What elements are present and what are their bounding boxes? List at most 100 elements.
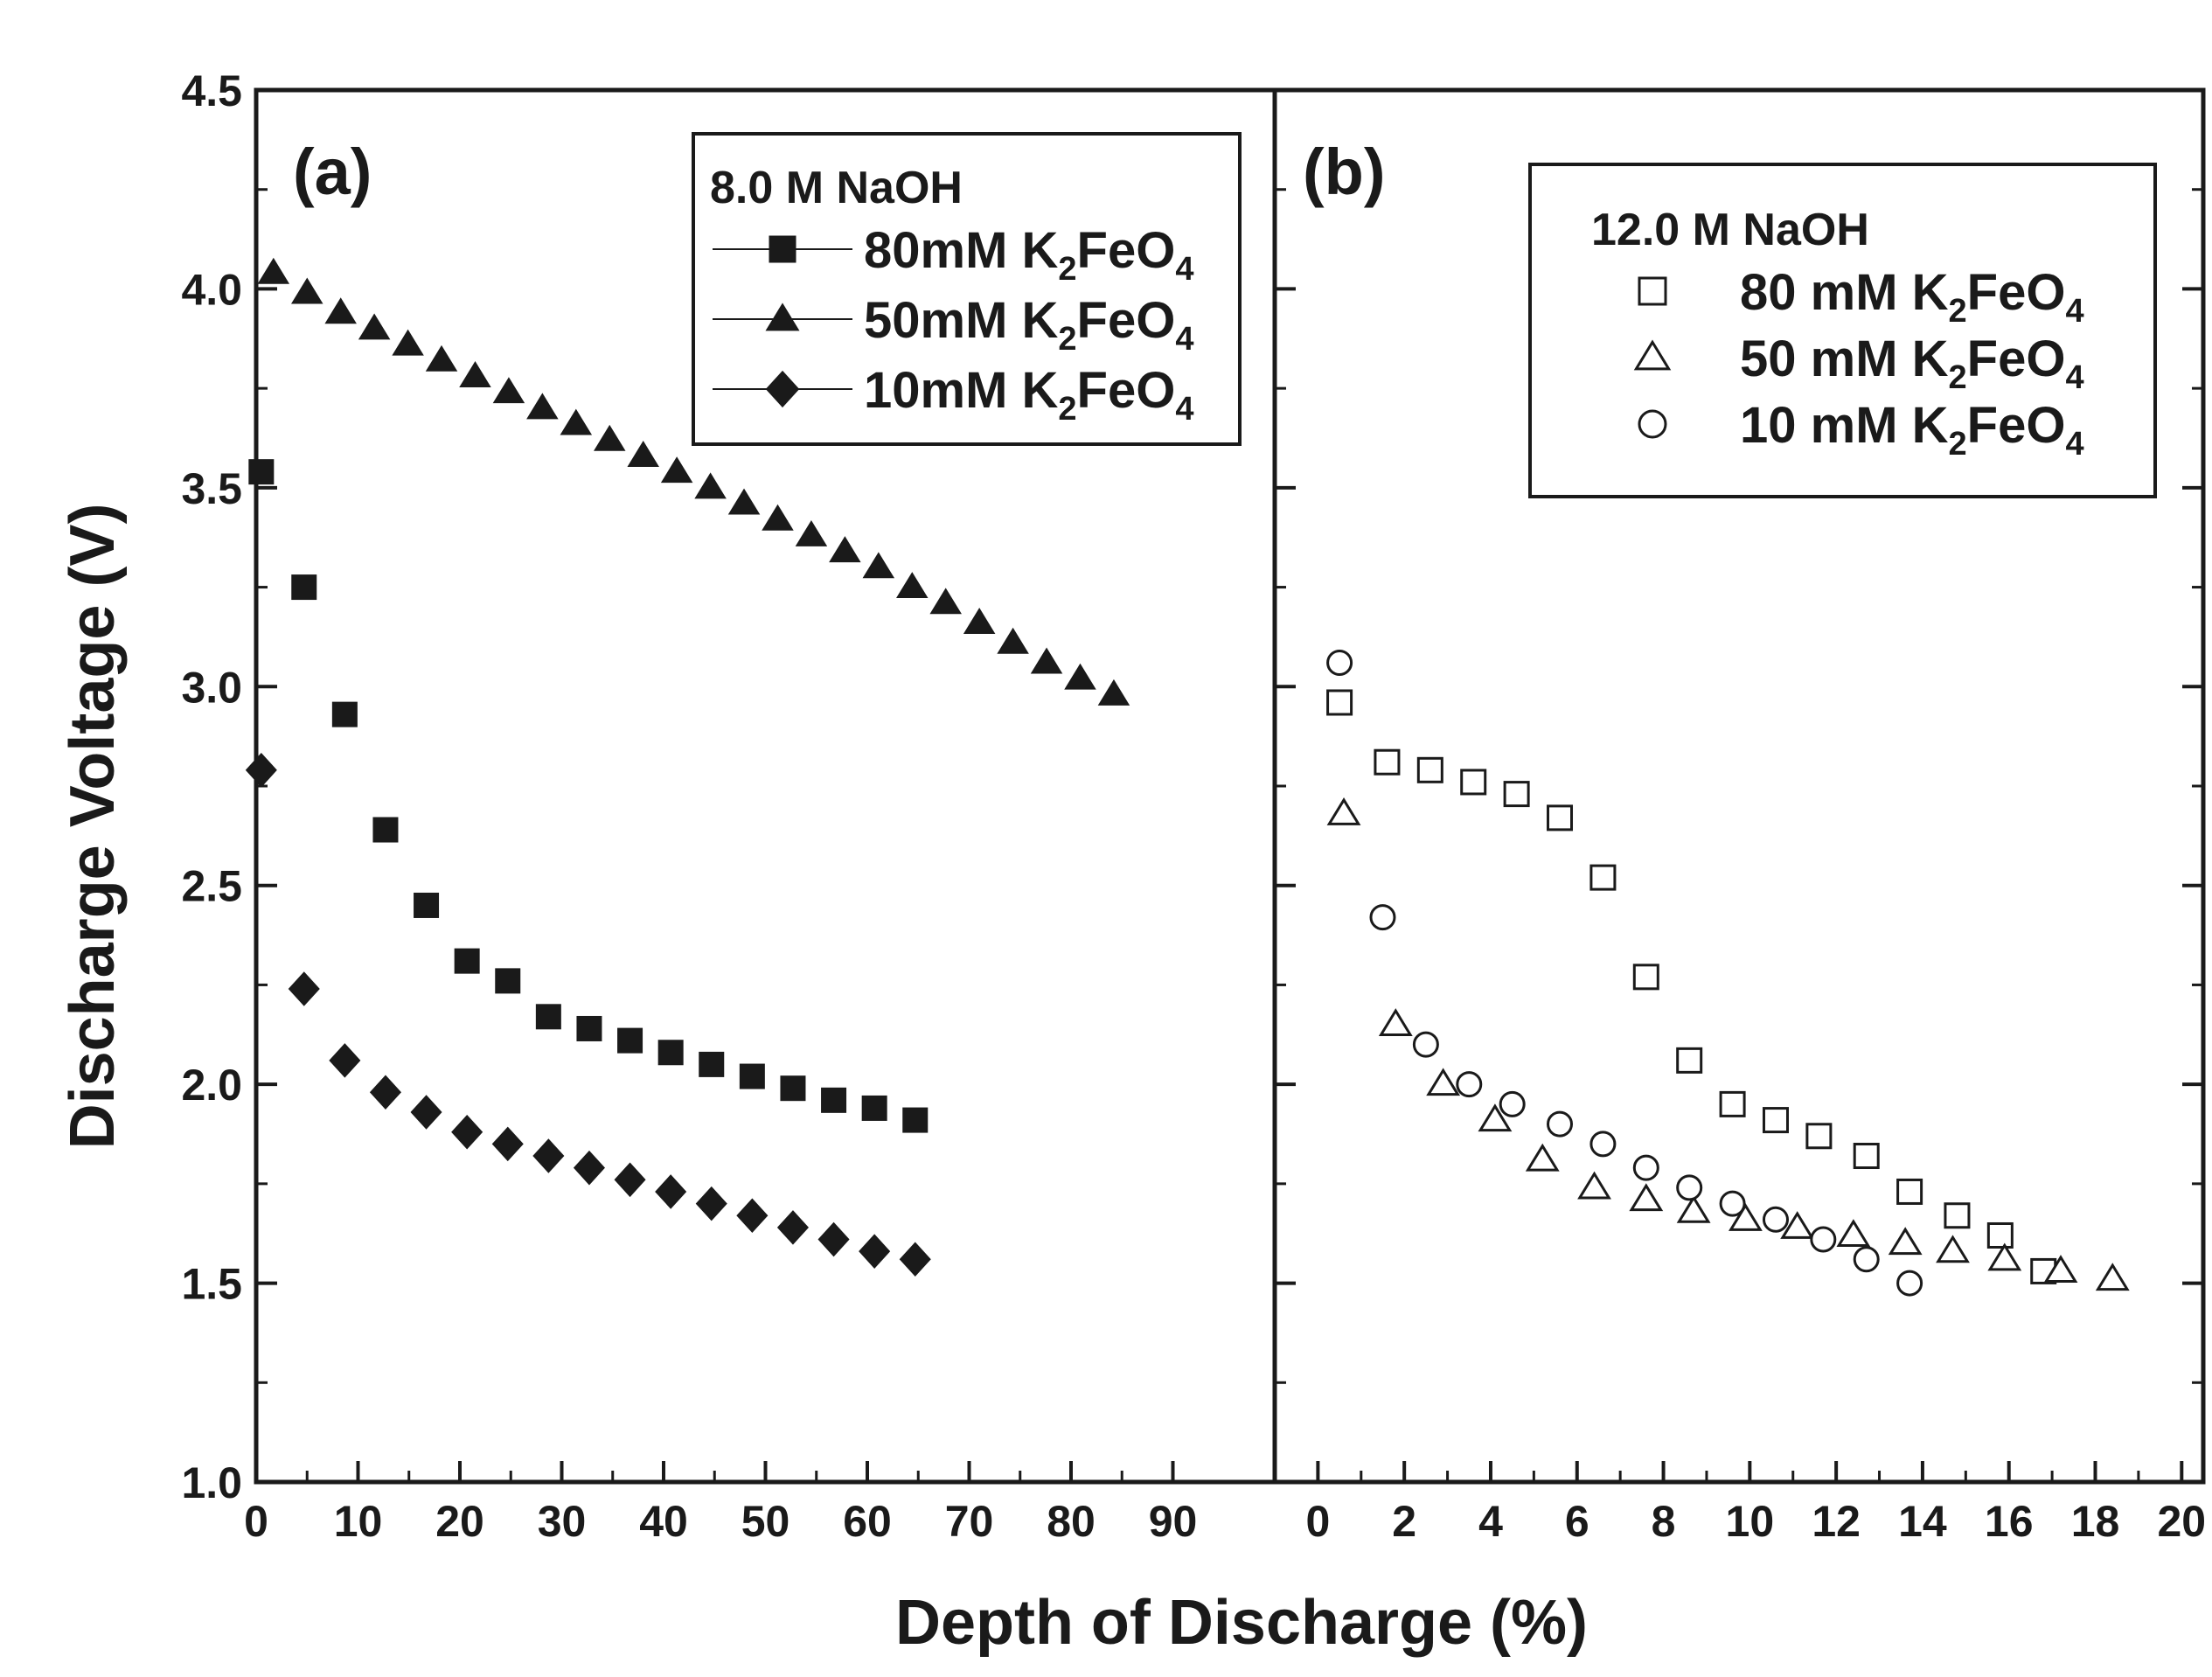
panel-b-data-point — [1888, 1227, 1923, 1256]
panel-b-data-point — [2095, 1263, 2130, 1291]
panel-b-series-0 — [1326, 689, 2057, 1284]
panel-b-data-point — [1944, 1202, 1971, 1229]
panel-b-data-point — [1478, 1103, 1513, 1132]
legend-b-title: 12.0 M NaOH — [1591, 205, 1869, 255]
panel-a-data-point — [324, 297, 357, 324]
panel-a-data-point — [459, 361, 491, 387]
panel-a-data-point — [1097, 678, 1130, 706]
panel-a-data-point — [532, 1138, 565, 1173]
panel-a-y-tick-label: 2.0 — [181, 1061, 242, 1110]
panel-b-data-point — [1780, 1211, 1815, 1239]
panel-a-y-tick-label: 4.0 — [181, 265, 242, 314]
panel-b-data-point — [1374, 748, 1401, 776]
panel-b-data-point — [1589, 864, 1617, 891]
panel-b-data-point — [1762, 1107, 1789, 1134]
panel-a-data-point — [288, 971, 320, 1006]
panel-b-x-tick-label: 18 — [2071, 1497, 2120, 1546]
panel-b-data-point — [1632, 964, 1659, 991]
panel-b-data-point — [1326, 797, 1361, 825]
panel-b-data-point — [1676, 1194, 1711, 1223]
panel-a-data-point — [372, 817, 399, 843]
legend-a-title: 8.0 M NaOH — [710, 163, 963, 213]
panel-b-data-point — [1369, 904, 1396, 931]
panel-a-series-0 — [248, 459, 929, 1133]
panel-a-data-point — [414, 892, 440, 918]
panel-a-data-point — [1064, 663, 1096, 690]
legend-b-box — [1528, 163, 2157, 498]
panel-a-x-tick-label: 90 — [1149, 1497, 1198, 1546]
panel-a-data-point — [257, 257, 290, 284]
panel-a-data-point — [699, 1051, 725, 1077]
panel-b-data-point — [1676, 1174, 1703, 1201]
panel-b-x-tick-label: 2 — [1392, 1497, 1416, 1546]
panel-b-x-tick-label: 20 — [2157, 1497, 2206, 1546]
panel-a-data-point — [454, 948, 480, 974]
panel-b-x-tick-label: 10 — [1726, 1497, 1775, 1546]
panel-b-data-point — [1378, 1008, 1413, 1036]
panel-a-data-point — [655, 1174, 687, 1209]
panel-b-x-tick-label: 14 — [1898, 1497, 1947, 1546]
legend-a-label: 10mM K2FeO4 — [864, 362, 1194, 428]
panel-a-data-point — [535, 1004, 561, 1030]
panel-b-data-point — [1525, 1143, 1560, 1172]
ticks-layer: 0 10 20 30 40 50 60 70 80 901.01.52.02.53.03.54.0… — [181, 66, 2206, 1546]
panel-a-data-point — [739, 1063, 765, 1089]
panel-b-data-point — [1853, 1246, 1880, 1273]
panel-a-data-point — [594, 424, 626, 451]
panel-a-x-tick-label: 60 — [843, 1497, 892, 1546]
panel-b-data-point — [1676, 1047, 1703, 1074]
panel-b-data-point — [1412, 1031, 1439, 1058]
legend-b-marker — [1633, 339, 1672, 371]
panel-b-data-point — [1577, 1171, 1611, 1200]
panel-a-data-point — [660, 456, 693, 484]
panel-b-data-point — [1426, 1068, 1461, 1096]
panel-b-x-tick-label: 16 — [1985, 1497, 2034, 1546]
panel-a-y-tick-label: 3.0 — [181, 663, 242, 712]
panel-a-data-point — [780, 1075, 806, 1102]
panel-a-data-point — [369, 1075, 401, 1110]
legend-b-label: 10 mM K2FeO4 — [1740, 397, 2084, 463]
panel-b-series-1 — [1326, 797, 2130, 1291]
panel-a-data-point — [762, 504, 794, 531]
panel-a-y-tick-label: 3.5 — [181, 464, 242, 513]
panel-a-data-point — [963, 608, 996, 634]
panel-b-data-point — [1499, 1090, 1526, 1117]
panel-a-data-point — [929, 588, 962, 615]
panel-a-data-point — [896, 572, 929, 599]
panel-a-data-point — [795, 519, 828, 546]
panel-a-data-point — [245, 753, 277, 788]
panel-b-x-tick-label: 6 — [1565, 1497, 1589, 1546]
panel-b-data-point — [1326, 649, 1353, 676]
panel-a-data-point — [576, 1015, 602, 1041]
panel-a-data-point — [329, 1043, 361, 1078]
panel-a-data-point — [997, 627, 1029, 654]
panel-a-data-point — [829, 536, 861, 563]
panel-a-y-tick-label: 1.0 — [181, 1458, 242, 1507]
panel-a-x-tick-label: 20 — [435, 1497, 484, 1546]
panel-b-data-point — [1547, 804, 1574, 832]
panel-a-data-point — [560, 408, 593, 435]
legend-b-label: 50 mM K2FeO4 — [1740, 331, 2084, 396]
panel-b-data-point — [1896, 1178, 1923, 1205]
panel-a-data-point — [627, 441, 659, 467]
y-axis-title: Discharge Voltage (V) — [58, 504, 128, 1150]
panel-a-data-point — [410, 1095, 442, 1130]
panel-b-data-point — [1810, 1226, 1837, 1253]
legend-b-label: 80 mM K2FeO4 — [1740, 264, 2084, 330]
panel-a-data-point — [492, 377, 525, 404]
panel-a-label: (a) — [293, 136, 372, 208]
panel-a-x-tick-label: 10 — [334, 1497, 383, 1546]
panel-a-x-tick-label: 40 — [639, 1497, 688, 1546]
panel-a-y-tick-label: 1.5 — [181, 1260, 242, 1309]
panel-b-data-point — [1728, 1203, 1763, 1231]
panel-b-data-point — [1326, 689, 1353, 716]
panel-a-data-point — [859, 1234, 891, 1269]
panel-a-data-point — [821, 1087, 847, 1113]
panel-b-data-point — [1460, 769, 1487, 796]
panel-a-data-point — [495, 968, 521, 994]
